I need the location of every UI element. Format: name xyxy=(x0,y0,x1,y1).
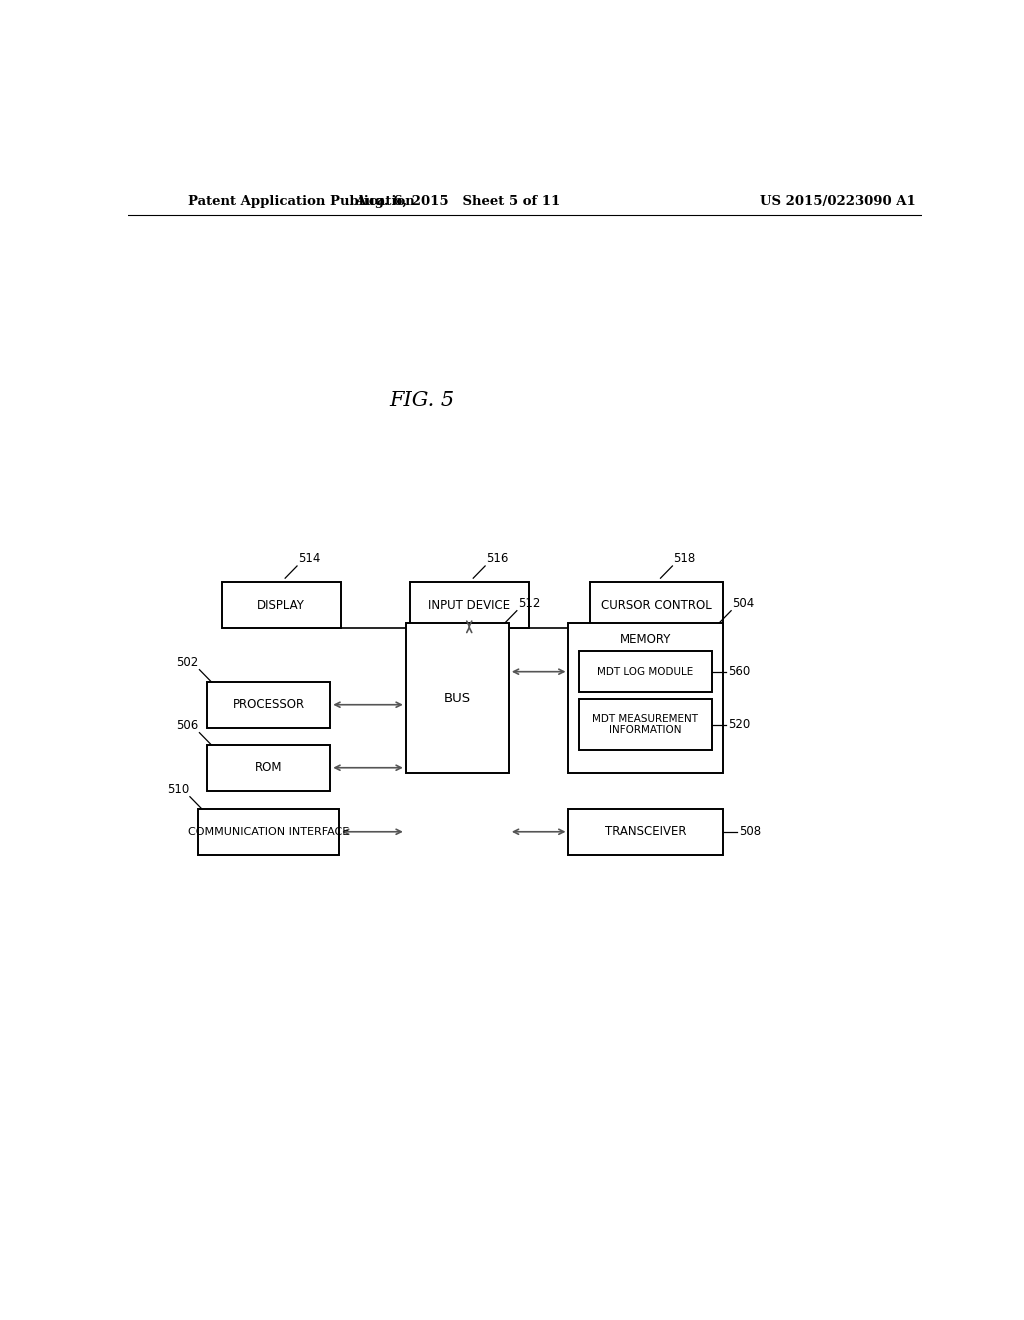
Text: MDT MEASUREMENT
INFORMATION: MDT MEASUREMENT INFORMATION xyxy=(593,714,698,735)
Bar xyxy=(579,700,712,750)
Text: Patent Application Publication: Patent Application Publication xyxy=(187,194,415,207)
Text: MDT LOG MODULE: MDT LOG MODULE xyxy=(597,667,693,677)
Text: 518: 518 xyxy=(673,552,695,565)
Text: 508: 508 xyxy=(739,825,761,838)
Text: US 2015/0223090 A1: US 2015/0223090 A1 xyxy=(761,194,916,207)
Text: 510: 510 xyxy=(167,783,189,796)
Bar xyxy=(207,682,331,727)
Bar xyxy=(590,582,723,628)
Text: Aug. 6, 2015   Sheet 5 of 11: Aug. 6, 2015 Sheet 5 of 11 xyxy=(354,194,560,207)
Text: 560: 560 xyxy=(728,665,751,678)
Bar xyxy=(568,623,723,774)
Bar xyxy=(198,809,339,854)
Text: FIG. 5: FIG. 5 xyxy=(389,391,455,409)
Bar xyxy=(568,809,723,854)
Text: BUS: BUS xyxy=(443,692,471,705)
Text: 506: 506 xyxy=(176,718,199,731)
Text: INPUT DEVICE: INPUT DEVICE xyxy=(428,598,510,611)
Text: DISPLAY: DISPLAY xyxy=(257,598,305,611)
Text: 502: 502 xyxy=(176,656,199,669)
Text: 520: 520 xyxy=(728,718,751,731)
Text: 516: 516 xyxy=(486,552,508,565)
Bar xyxy=(410,582,528,628)
Text: CURSOR CONTROL: CURSOR CONTROL xyxy=(601,598,712,611)
Bar xyxy=(207,744,331,791)
Text: COMMUNICATION INTERFACE: COMMUNICATION INTERFACE xyxy=(187,826,349,837)
Bar xyxy=(579,651,712,692)
Text: 514: 514 xyxy=(298,552,321,565)
Text: MEMORY: MEMORY xyxy=(621,632,672,645)
Text: 512: 512 xyxy=(518,597,540,610)
Bar xyxy=(221,582,341,628)
Text: 504: 504 xyxy=(732,597,755,610)
Text: ROM: ROM xyxy=(255,762,283,775)
Bar xyxy=(406,623,509,774)
Text: TRANSCEIVER: TRANSCEIVER xyxy=(605,825,686,838)
Text: PROCESSOR: PROCESSOR xyxy=(232,698,305,711)
